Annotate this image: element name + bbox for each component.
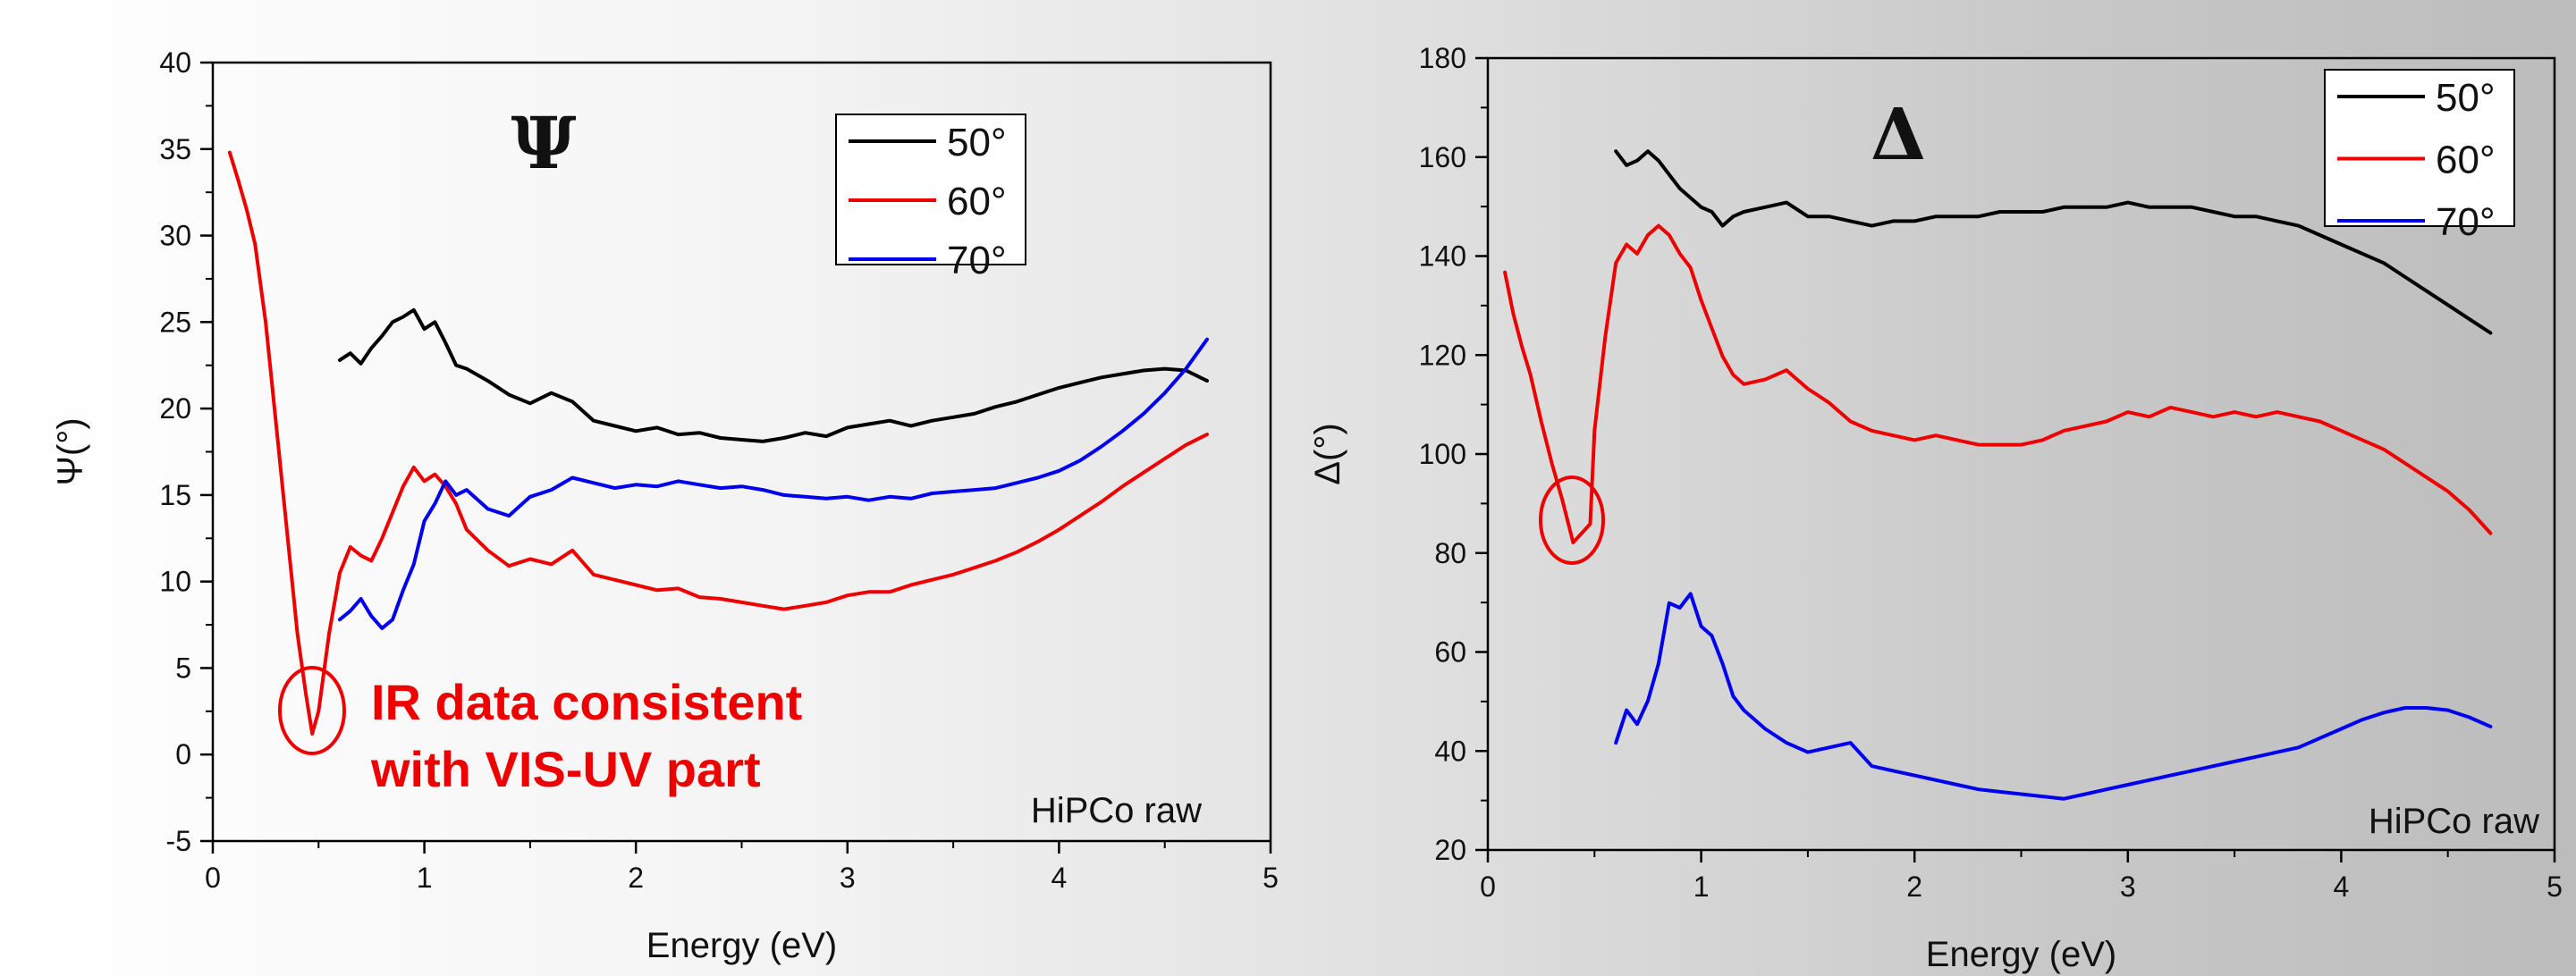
y-tick-label: 35 (159, 133, 191, 165)
x-tick-label: 1 (1693, 871, 1710, 903)
delta-chart: 0 1 2 3 4 5 20 40 60 80 100 120 140 160 180 Energy (eV)… (1308, 42, 2563, 974)
sample-label: HiPCo raw (2369, 802, 2539, 841)
y-axis-title: Ψ(°) (51, 417, 90, 485)
y-tick-label: 40 (1434, 735, 1466, 767)
series-line-1 (227, 150, 1209, 736)
y-axis-title: Δ(°) (1308, 423, 1347, 484)
x-tick-label: 2 (628, 862, 644, 894)
legend-label: 70° (947, 239, 1007, 282)
series-line-0 (338, 307, 1209, 443)
x-tick-label: 1 (417, 862, 433, 894)
x-tick-label: 4 (2334, 871, 2350, 903)
x-tick-label: 2 (1906, 871, 1922, 903)
y-tick-label: 20 (1434, 834, 1466, 866)
x-tick-label: 0 (1480, 871, 1496, 903)
psi-chart: 0 1 2 3 4 5 -5 0 5 10 15 20 25 30 35 40 Energy (eV) Ψ(°) Ψ… (51, 46, 1279, 965)
series-line-1 (1503, 223, 2493, 544)
legend-label: 60° (2436, 139, 2496, 182)
x-tick-label: 5 (2546, 871, 2563, 903)
panel-symbol: Δ (1871, 92, 1926, 176)
y-tick-label: 20 (159, 392, 191, 425)
y-tick-label: 180 (1419, 42, 1466, 74)
x-axis-title: Energy (eV) (646, 926, 837, 965)
annotation-line-2: with VIS-UV part (370, 741, 761, 797)
y-tick-label: 30 (159, 220, 191, 252)
highlight-circle (278, 666, 346, 755)
y-tick-label: 140 (1419, 240, 1466, 273)
y-tick-label: 60 (1434, 636, 1466, 669)
x-axis-title: Energy (eV) (1926, 935, 2116, 974)
y-tick-label: 80 (1434, 537, 1466, 569)
y-tick-label: 15 (159, 479, 191, 511)
legend-label: 50° (947, 121, 1007, 164)
y-tick-label: 120 (1419, 339, 1466, 371)
y-tick-label: 0 (175, 738, 191, 770)
legend-label: 70° (2436, 200, 2496, 244)
annotation-line-1: IR data consistent (371, 674, 802, 730)
sample-label: HiPCo raw (1031, 791, 1202, 830)
y-tick-label: 25 (159, 306, 191, 338)
series-line-0 (1614, 149, 2493, 335)
y-tick-label: -5 (166, 825, 191, 857)
highlight-circle (1539, 475, 1605, 565)
y-tick-label: 5 (175, 652, 191, 684)
y-tick-label: 40 (159, 46, 191, 79)
x-tick-label: 3 (840, 862, 856, 894)
series-line-2 (1614, 592, 2493, 801)
x-tick-label: 4 (1052, 862, 1068, 894)
y-tick-label: 10 (159, 566, 191, 598)
x-tick-label: 5 (1263, 862, 1279, 894)
series-line-2 (338, 337, 1209, 630)
y-tick-label: 100 (1419, 438, 1466, 470)
legend-label: 60° (947, 180, 1007, 223)
y-tick-label: 160 (1419, 141, 1466, 173)
legend-label: 50° (2436, 76, 2496, 120)
x-tick-label: 3 (2120, 871, 2136, 903)
x-tick-label: 0 (205, 862, 221, 894)
panel-symbol: Ψ (511, 101, 576, 185)
